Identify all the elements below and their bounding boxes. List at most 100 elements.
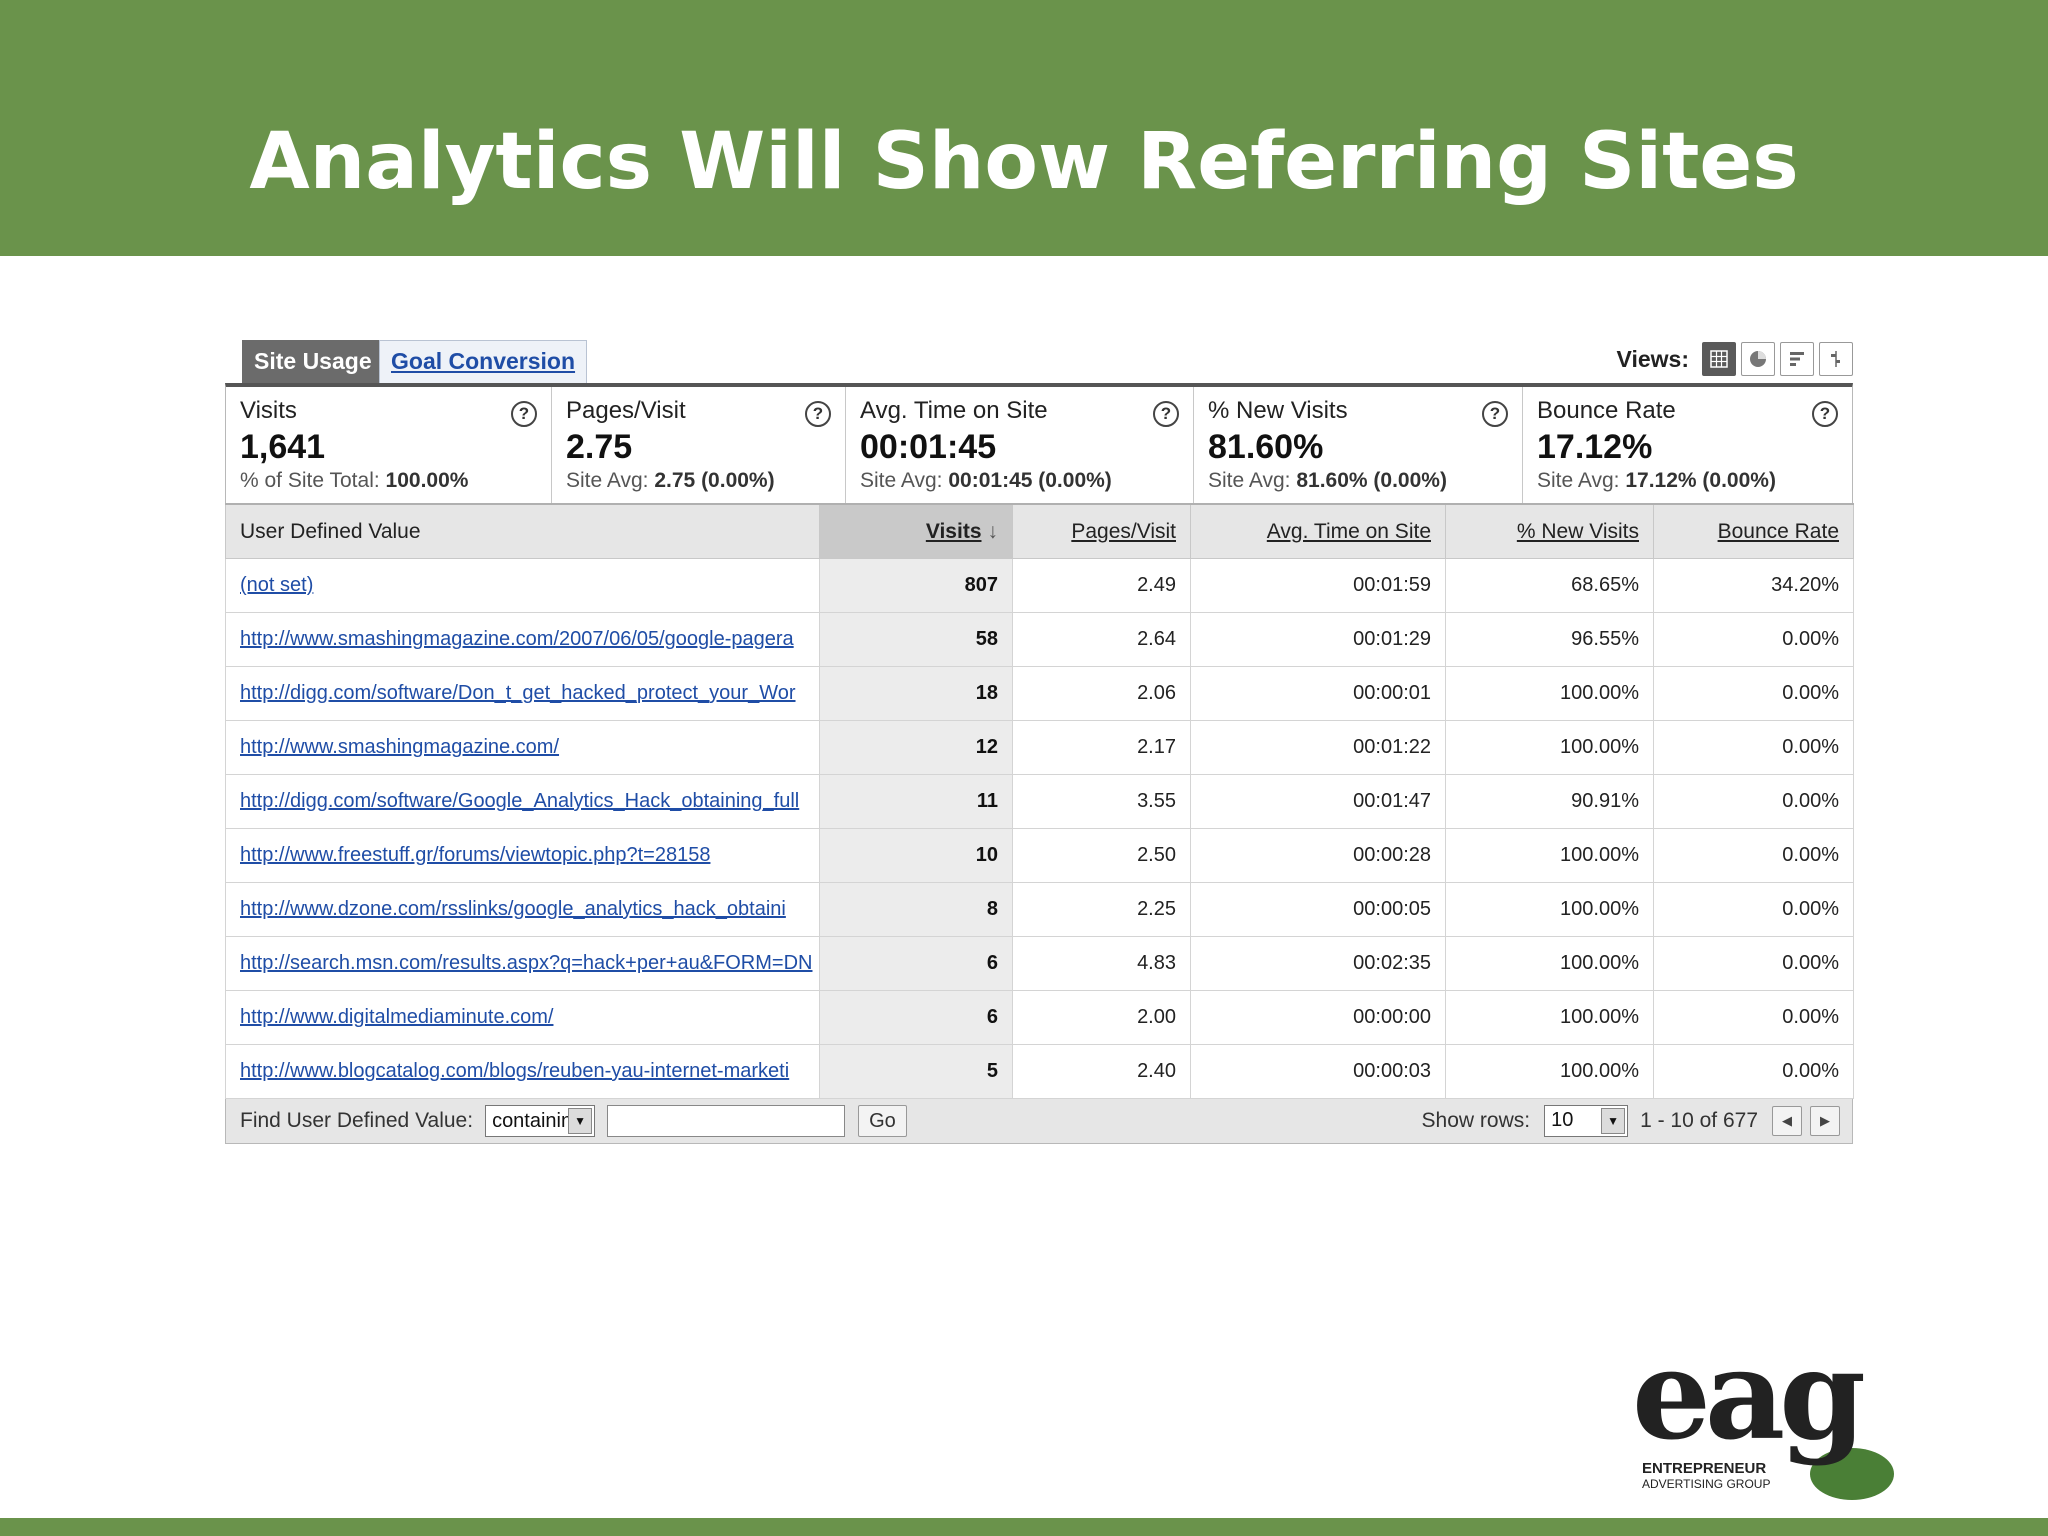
- table-cell: 96.55%: [1445, 612, 1654, 667]
- table-cell: 2.50: [1012, 828, 1191, 883]
- referrer-cell: http://www.digitalmediaminute.com/: [225, 990, 820, 1045]
- help-icon[interactable]: ?: [1153, 401, 1179, 427]
- table-cell: 0.00%: [1653, 828, 1854, 883]
- metric-value: 1,641: [240, 428, 326, 466]
- metric-visits: Visits 1,641 % of Site Total: 100.00% ?: [226, 387, 552, 503]
- table-toolbar: Find User Defined Value: containing ▼ Go…: [225, 1099, 1853, 1144]
- filter-text-input[interactable]: [607, 1105, 846, 1137]
- metric-title: Pages/Visit: [566, 397, 686, 424]
- table-cell: 90.91%: [1445, 774, 1654, 829]
- prev-page-icon[interactable]: ◀: [1772, 1105, 1802, 1136]
- metric-title: Bounce Rate: [1537, 397, 1676, 424]
- help-icon[interactable]: ?: [1812, 401, 1838, 427]
- tab-goal-conversion[interactable]: Goal Conversion: [379, 340, 588, 383]
- pie-view-icon[interactable]: [1741, 342, 1775, 376]
- table-cell: 68.65%: [1445, 558, 1654, 613]
- show-rows-value: 10: [1551, 1109, 1574, 1131]
- column-header-link[interactable]: Pages/Visit: [1071, 519, 1176, 543]
- table-cell: 4.83: [1012, 936, 1191, 991]
- go-button[interactable]: Go: [858, 1105, 907, 1137]
- table-cell: 00:00:28: [1190, 828, 1446, 883]
- column-header-bounce-rate[interactable]: Bounce Rate: [1653, 503, 1854, 559]
- referrer-cell: http://search.msn.com/results.aspx?q=hac…: [225, 936, 820, 991]
- referrer-link[interactable]: http://digg.com/software/Don_t_get_hacke…: [240, 682, 796, 704]
- column-header-link[interactable]: Avg. Time on Site: [1266, 519, 1431, 543]
- metric-avg-time: Avg. Time on Site 00:01:45 Site Avg: 00:…: [846, 387, 1194, 503]
- referrer-link[interactable]: http://digg.com/software/Google_Analytic…: [240, 790, 800, 812]
- column-header-link[interactable]: Bounce Rate: [1717, 519, 1839, 543]
- metric-sub-label: Site Avg:: [1208, 469, 1291, 492]
- referrer-link[interactable]: http://www.blogcatalog.com/blogs/reuben-…: [240, 1060, 790, 1082]
- column-header-link[interactable]: % New Visits: [1516, 519, 1639, 543]
- referrer-link[interactable]: http://www.smashingmagazine.com/: [240, 736, 560, 758]
- table-cell: 0.00%: [1653, 1044, 1854, 1099]
- referrer-link[interactable]: http://www.smashingmagazine.com/2007/06/…: [240, 628, 794, 650]
- table-cell: 100.00%: [1445, 1044, 1654, 1099]
- column-header-pages-visit[interactable]: Pages/Visit: [1012, 503, 1191, 559]
- referrer-table: User Defined Value Visits ↓ Pages/Visit A…: [225, 503, 1854, 1099]
- next-page-icon[interactable]: ▶: [1810, 1105, 1840, 1136]
- table-cell: 8: [819, 882, 1013, 937]
- svg-text:ADVERTISING GROUP: ADVERTISING GROUP: [1642, 1477, 1770, 1491]
- column-header-visits[interactable]: Visits ↓: [819, 503, 1013, 559]
- table-cell: 0.00%: [1653, 936, 1854, 991]
- table-cell: 00:02:35: [1190, 936, 1446, 991]
- referrer-link[interactable]: http://www.digitalmediaminute.com/: [240, 1006, 554, 1028]
- table-header-row: User Defined Value Visits ↓ Pages/Visit A…: [225, 503, 1854, 559]
- metric-title: Visits: [240, 397, 297, 424]
- referrer-cell: http://www.blogcatalog.com/blogs/reuben-…: [225, 1044, 820, 1099]
- table-row: http://digg.com/software/Don_t_get_hacke…: [225, 666, 1854, 721]
- tab-site-usage[interactable]: Site Usage: [242, 340, 384, 383]
- metric-subtext: Site Avg: 2.75 (0.00%): [566, 468, 845, 494]
- metric-new-visits: % New Visits 81.60% Site Avg: 81.60% (0.…: [1194, 387, 1523, 503]
- table-cell: 0.00%: [1653, 774, 1854, 829]
- table-cell: 00:00:03: [1190, 1044, 1446, 1099]
- table-cell: 00:01:22: [1190, 720, 1446, 775]
- summary-metrics: Visits 1,641 % of Site Total: 100.00% ? …: [225, 383, 1853, 503]
- referrer-link[interactable]: http://www.dzone.com/rsslinks/google_ana…: [240, 898, 786, 920]
- table-cell: 2.17: [1012, 720, 1191, 775]
- metric-subtext: Site Avg: 00:01:45 (0.00%): [860, 468, 1193, 494]
- referrer-link[interactable]: (not set): [240, 574, 314, 596]
- table-cell: 6: [819, 936, 1013, 991]
- table-cell: 2.49: [1012, 558, 1191, 613]
- bar-view-icon[interactable]: [1780, 342, 1814, 376]
- slide-header: Analytics Will Show Referring Sites: [0, 0, 2048, 256]
- referrer-cell: (not set): [225, 558, 820, 613]
- svg-text:ENTREPRENEUR: ENTREPRENEUR: [1642, 1460, 1766, 1477]
- table-cell: 807: [819, 558, 1013, 613]
- metric-sub-label: % of Site Total:: [240, 469, 380, 492]
- metric-pages-visit: Pages/Visit 2.75 Site Avg: 2.75 (0.00%) …: [552, 387, 846, 503]
- dropdown-arrow-icon: ▼: [568, 1108, 593, 1134]
- metric-sub-value: 2.75 (0.00%): [654, 469, 775, 492]
- table-cell: 18: [819, 666, 1013, 721]
- metric-sub-label: Site Avg:: [1537, 469, 1620, 492]
- table-cell: 100.00%: [1445, 990, 1654, 1045]
- show-rows-label: Show rows:: [1421, 1108, 1531, 1132]
- metric-subtext: Site Avg: 17.12% (0.00%): [1537, 468, 1852, 494]
- referrer-link[interactable]: http://www.freestuff.gr/forums/viewtopic…: [240, 844, 711, 866]
- show-rows-select[interactable]: 10 ▼: [1544, 1104, 1629, 1137]
- column-header-new-visits[interactable]: % New Visits: [1445, 503, 1654, 559]
- table-cell: 2.06: [1012, 666, 1191, 721]
- metric-sub-value: 17.12% (0.00%): [1625, 469, 1776, 492]
- metric-sub-value: 81.60% (0.00%): [1296, 469, 1447, 492]
- referrer-link[interactable]: http://search.msn.com/results.aspx?q=hac…: [240, 952, 813, 974]
- table-cell: 0.00%: [1653, 612, 1854, 667]
- help-icon[interactable]: ?: [511, 401, 537, 427]
- table-cell: 0.00%: [1653, 666, 1854, 721]
- help-icon[interactable]: ?: [1482, 401, 1508, 427]
- table-view-icon[interactable]: [1702, 342, 1736, 376]
- table-row: http://www.digitalmediaminute.com/6 2.00 0…: [225, 990, 1854, 1045]
- filter-mode-select[interactable]: containing ▼: [485, 1105, 596, 1137]
- comparison-view-icon[interactable]: [1819, 342, 1853, 376]
- metric-sub-label: Site Avg:: [860, 469, 943, 492]
- help-icon[interactable]: ?: [805, 401, 831, 427]
- column-header-visits-link[interactable]: Visits: [925, 519, 982, 543]
- column-header-avg-time[interactable]: Avg. Time on Site: [1190, 503, 1446, 559]
- metric-value: 81.60%: [1208, 428, 1324, 466]
- table-cell: 3.55: [1012, 774, 1191, 829]
- table-cell: 00:00:00: [1190, 990, 1446, 1045]
- table-cell: 100.00%: [1445, 882, 1654, 937]
- metric-title: % New Visits: [1208, 397, 1348, 424]
